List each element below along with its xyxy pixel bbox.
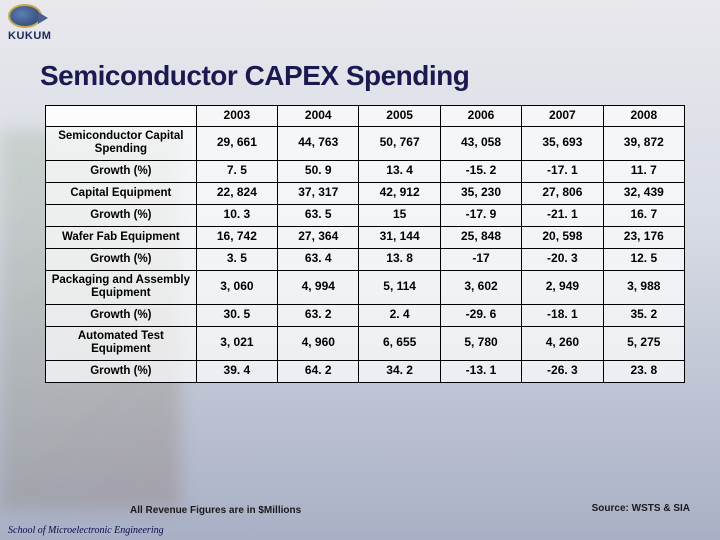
row-label: Growth (%) — [46, 248, 197, 270]
revenue-note: All Revenue Figures are in $Millions — [130, 505, 301, 516]
logo-text: KUKUM — [8, 30, 51, 42]
data-cell: -17. 1 — [522, 160, 603, 182]
data-cell: 39, 872 — [603, 126, 684, 160]
data-cell: -15. 2 — [440, 160, 521, 182]
data-cell: 34. 2 — [359, 360, 440, 382]
data-cell: 4, 260 — [522, 326, 603, 360]
row-label: Semiconductor Capital Spending — [46, 126, 197, 160]
data-cell: 50, 767 — [359, 126, 440, 160]
data-cell: 5, 780 — [440, 326, 521, 360]
data-cell: 13. 8 — [359, 248, 440, 270]
year-header: 2008 — [603, 106, 684, 127]
data-cell: 64. 2 — [278, 360, 359, 382]
data-cell: 42, 912 — [359, 182, 440, 204]
data-cell: -21. 1 — [522, 204, 603, 226]
data-cell: -18. 1 — [522, 304, 603, 326]
data-cell: -13. 1 — [440, 360, 521, 382]
data-cell: 3, 060 — [196, 270, 277, 304]
data-cell: 23. 8 — [603, 360, 684, 382]
table-row: Growth (%)3. 563. 413. 8-17-20. 312. 5 — [46, 248, 685, 270]
data-cell: 13. 4 — [359, 160, 440, 182]
data-cell: 11. 7 — [603, 160, 684, 182]
data-cell: 10. 3 — [196, 204, 277, 226]
data-cell: 2, 949 — [522, 270, 603, 304]
row-label: Growth (%) — [46, 160, 197, 182]
row-label: Growth (%) — [46, 204, 197, 226]
table-row: Growth (%)39. 464. 234. 2-13. 1-26. 323.… — [46, 360, 685, 382]
data-cell: 5, 114 — [359, 270, 440, 304]
page-title: Semiconductor CAPEX Spending — [40, 60, 469, 92]
data-cell: 31, 144 — [359, 226, 440, 248]
table-row: Automated Test Equipment3, 0214, 9606, 6… — [46, 326, 685, 360]
data-cell: 30. 5 — [196, 304, 277, 326]
table-row: Capital Equipment22, 82437, 31742, 91235… — [46, 182, 685, 204]
table-row: Growth (%)7. 550. 913. 4-15. 2-17. 111. … — [46, 160, 685, 182]
data-cell: 27, 806 — [522, 182, 603, 204]
data-cell: 15 — [359, 204, 440, 226]
data-cell: 44, 763 — [278, 126, 359, 160]
data-cell: 4, 994 — [278, 270, 359, 304]
data-cell: 39. 4 — [196, 360, 277, 382]
year-header: 2005 — [359, 106, 440, 127]
year-header: 2007 — [522, 106, 603, 127]
data-cell: 25, 848 — [440, 226, 521, 248]
data-cell: 35, 230 — [440, 182, 521, 204]
data-cell: 16. 7 — [603, 204, 684, 226]
globe-icon — [8, 4, 42, 28]
capex-table-container: 2003 2004 2005 2006 2007 2008 Semiconduc… — [45, 105, 685, 383]
row-label: Growth (%) — [46, 360, 197, 382]
data-cell: 20, 598 — [522, 226, 603, 248]
data-cell: 6, 655 — [359, 326, 440, 360]
data-cell: 3, 021 — [196, 326, 277, 360]
data-cell: 3. 5 — [196, 248, 277, 270]
footer-text: School of Microelectronic Engineering — [8, 525, 164, 536]
data-cell: 43, 058 — [440, 126, 521, 160]
table-row: Packaging and Assembly Equipment3, 0604,… — [46, 270, 685, 304]
data-cell: -17. 9 — [440, 204, 521, 226]
data-cell: -26. 3 — [522, 360, 603, 382]
data-cell: -17 — [440, 248, 521, 270]
row-label: Packaging and Assembly Equipment — [46, 270, 197, 304]
source-label: Source: WSTS & SIA — [592, 503, 690, 514]
logo: KUKUM — [8, 4, 51, 42]
data-cell: 4, 960 — [278, 326, 359, 360]
data-cell: 63. 2 — [278, 304, 359, 326]
table-row: Growth (%)30. 563. 22. 4-29. 6-18. 135. … — [46, 304, 685, 326]
data-cell: -29. 6 — [440, 304, 521, 326]
data-cell: 16, 742 — [196, 226, 277, 248]
table-row: Wafer Fab Equipment16, 74227, 36431, 144… — [46, 226, 685, 248]
data-cell: 5, 275 — [603, 326, 684, 360]
data-cell: 37, 317 — [278, 182, 359, 204]
data-cell: 3, 602 — [440, 270, 521, 304]
table-corner-cell — [46, 106, 197, 127]
data-cell: -20. 3 — [522, 248, 603, 270]
row-label: Automated Test Equipment — [46, 326, 197, 360]
table-row: Growth (%)10. 363. 515-17. 9-21. 116. 7 — [46, 204, 685, 226]
data-cell: 12. 5 — [603, 248, 684, 270]
data-cell: 22, 824 — [196, 182, 277, 204]
data-cell: 32, 439 — [603, 182, 684, 204]
data-cell: 35, 693 — [522, 126, 603, 160]
data-cell: 50. 9 — [278, 160, 359, 182]
data-cell: 35. 2 — [603, 304, 684, 326]
year-header: 2006 — [440, 106, 521, 127]
data-cell: 7. 5 — [196, 160, 277, 182]
table-header-row: 2003 2004 2005 2006 2007 2008 — [46, 106, 685, 127]
data-cell: 23, 176 — [603, 226, 684, 248]
data-cell: 63. 4 — [278, 248, 359, 270]
row-label: Capital Equipment — [46, 182, 197, 204]
data-cell: 29, 661 — [196, 126, 277, 160]
table-row: Semiconductor Capital Spending29, 66144,… — [46, 126, 685, 160]
capex-table: 2003 2004 2005 2006 2007 2008 Semiconduc… — [45, 105, 685, 383]
row-label: Wafer Fab Equipment — [46, 226, 197, 248]
year-header: 2003 — [196, 106, 277, 127]
data-cell: 63. 5 — [278, 204, 359, 226]
data-cell: 3, 988 — [603, 270, 684, 304]
year-header: 2004 — [278, 106, 359, 127]
data-cell: 27, 364 — [278, 226, 359, 248]
data-cell: 2. 4 — [359, 304, 440, 326]
row-label: Growth (%) — [46, 304, 197, 326]
